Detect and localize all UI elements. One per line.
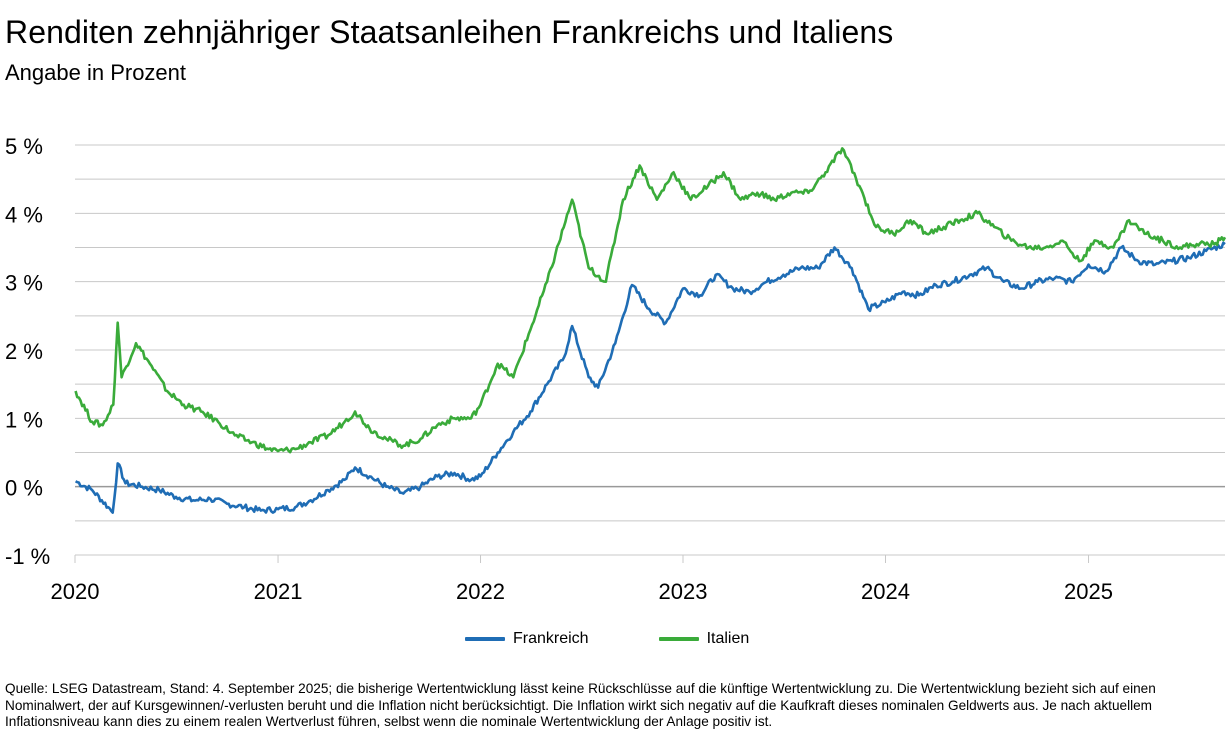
y-tick-label: 2 % bbox=[5, 339, 43, 364]
y-tick-label: -1 % bbox=[5, 544, 50, 569]
x-tick-label: 2021 bbox=[254, 579, 303, 604]
series-lines bbox=[74, 147, 1227, 514]
legend-item-frankreich: Frankreich bbox=[465, 630, 589, 648]
grid bbox=[75, 144, 1225, 556]
y-tick-label: 4 % bbox=[5, 202, 43, 227]
x-tick-label: 2022 bbox=[456, 579, 505, 604]
series-line-italien bbox=[74, 147, 1227, 454]
chart-title: Renditen zehnjähriger Staatsanleihen Fra… bbox=[5, 14, 894, 50]
legend-label-frankreich: Frankreich bbox=[513, 630, 589, 647]
legend-swatch-frankreich bbox=[465, 637, 505, 641]
legend-swatch-italien bbox=[658, 637, 699, 641]
legend-label-italien: Italien bbox=[706, 630, 750, 647]
y-tick-label: 1 % bbox=[5, 407, 43, 432]
x-tick-label: 2025 bbox=[1064, 579, 1113, 604]
x-tick-label: 2023 bbox=[659, 579, 708, 604]
y-tick-label: 5 % bbox=[5, 134, 43, 159]
x-tick-label: 2020 bbox=[51, 579, 100, 604]
chart-subtitle: Angabe in Prozent bbox=[5, 60, 187, 85]
legend-item-italien: Italien bbox=[658, 630, 750, 648]
y-tick-label: 3 % bbox=[5, 271, 43, 296]
y-axis-ticks: -1 % 0 % 1 % 2 % 3 % 4 % 5 % bbox=[5, 134, 50, 569]
series-line-frankreich bbox=[74, 241, 1226, 514]
y-tick-label: 0 % bbox=[5, 476, 43, 501]
source-note: Quelle: LSEG Datastream, Stand: 4. Septe… bbox=[5, 681, 1156, 729]
x-tick-label: 2024 bbox=[861, 579, 910, 604]
line-chart: -1 %0 %1 %2 %3 %4 %5 % 2020 2021 2022 2023 2… bbox=[5, 134, 1227, 604]
x-axis-ticks: 2020 2021 2022 2023 2024 2025 bbox=[51, 555, 1113, 604]
legend: Frankreich Italien bbox=[465, 630, 749, 648]
